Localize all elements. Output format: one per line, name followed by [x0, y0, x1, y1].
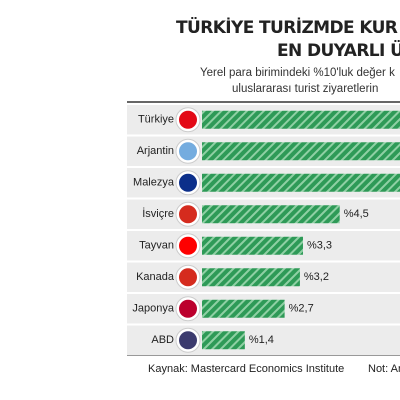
category-label: Tayvan [139, 240, 174, 252]
bar [202, 268, 300, 287]
flag [179, 331, 197, 350]
value-label: %1,4 [249, 334, 274, 346]
subtitle: Yerel para birimindeki %10'luk değer k [200, 67, 395, 79]
bar [202, 142, 400, 161]
flag [179, 299, 197, 318]
source: Kaynak: Mastercard Economics Institute [148, 363, 344, 375]
note: Not: Ar [368, 363, 400, 375]
category-label: İsviçre [142, 207, 174, 220]
bar [202, 236, 303, 255]
bar [202, 299, 285, 318]
chart-title: EN DUYARLI Ü [277, 39, 400, 61]
bar [202, 331, 245, 350]
flag [179, 110, 197, 129]
flag [179, 236, 197, 255]
bar [202, 205, 340, 224]
category-label: ABD [151, 334, 174, 346]
value-label: %4,5 [344, 208, 369, 220]
bar [202, 110, 400, 129]
value-label: %3,2 [304, 271, 329, 283]
value-label: %3,3 [307, 240, 332, 252]
flag [179, 205, 197, 224]
flag [179, 173, 197, 192]
row-band [127, 325, 400, 355]
subtitle: uluslararası turist ziyaretlerin [232, 83, 378, 95]
flag [179, 142, 197, 161]
bar [202, 173, 400, 192]
category-label: Japonya [132, 303, 174, 315]
category-label: Kanada [136, 271, 175, 283]
flag [179, 268, 197, 287]
category-label: Türkiye [138, 114, 174, 126]
category-label: Arjantin [137, 145, 174, 157]
chart-title: TÜRKİYE TURİZMDE KUR H [176, 16, 400, 38]
value-label: %2,7 [289, 303, 314, 315]
category-label: Malezya [133, 177, 175, 189]
